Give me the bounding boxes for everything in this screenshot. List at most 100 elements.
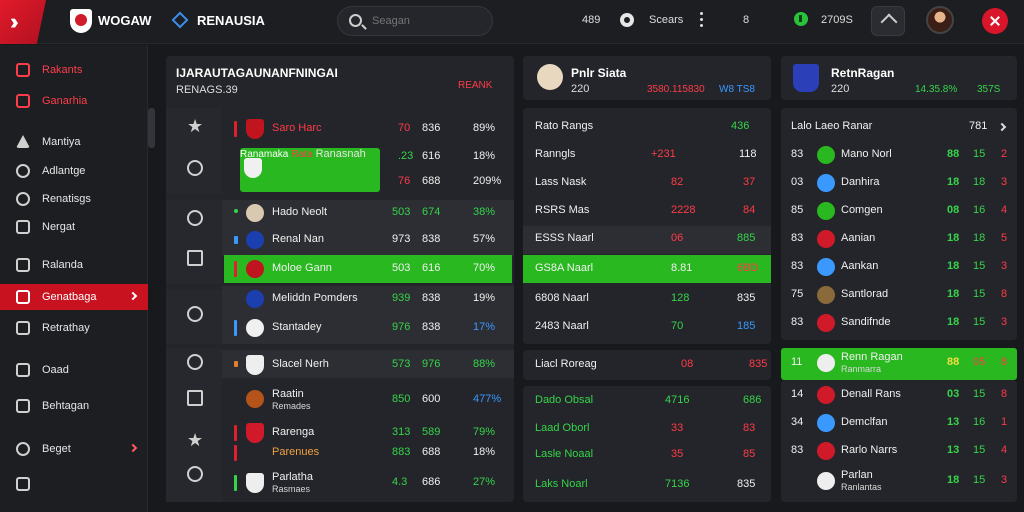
table-row[interactable]: Meliddn Pomders 939 838 19%	[226, 286, 510, 312]
building-icon[interactable]	[187, 250, 203, 266]
table-row[interactable]: Slacel Nerh 573 976 88%	[226, 352, 510, 378]
table-row[interactable]: 83 Aankan 18 15 3	[789, 254, 1011, 280]
table-row[interactable]: 76 688 209%	[226, 169, 510, 195]
table-row[interactable]: Rato Rangs 436	[535, 114, 765, 140]
stat-c: 209%	[473, 175, 502, 187]
stat-b: 835	[737, 292, 756, 304]
stat-a: 88	[947, 148, 960, 160]
table-row[interactable]: ESSS Naarl 06 885	[535, 226, 765, 252]
table-row[interactable]: Renal Nan 973 838 57%	[226, 227, 510, 253]
sidebar-item-beget[interactable]: Beget	[0, 436, 148, 462]
table-row[interactable]: Lass Nask 82 37	[535, 170, 765, 196]
chevron-right-icon[interactable]	[997, 122, 1007, 132]
table-row[interactable]: Raatin Remades 850 600 477%	[226, 387, 510, 413]
team-crest-icon	[817, 230, 835, 248]
table-row[interactable]: Ranngls +231 118	[535, 142, 765, 168]
table-header-row[interactable]: Lalo Laeo Ranar 781	[791, 114, 1013, 140]
bell-icon[interactable]	[187, 354, 203, 370]
row-label: GS8A Naarl	[535, 262, 594, 274]
sidebar-item-ralanda[interactable]: Ralanda	[0, 252, 148, 278]
timer-icon[interactable]	[187, 466, 203, 482]
kebab-menu-icon[interactable]	[700, 12, 704, 30]
table-row[interactable]: Liacl Roreag 08 835	[535, 352, 767, 378]
key-icon[interactable]	[187, 306, 203, 322]
middle-header: Pnlr Siata 220 3580.115830 W8 TS8	[523, 56, 771, 100]
sidebar-item-bottom[interactable]	[0, 471, 148, 497]
menu-chevrons-icon[interactable]: ››	[0, 0, 46, 44]
table-row-selected[interactable]: Moloe Gann 503 616 70%	[226, 256, 510, 282]
stat-c: 8	[1001, 288, 1008, 300]
table-row[interactable]: .23 616 18%	[226, 144, 510, 170]
up-arrow-button[interactable]	[871, 6, 905, 36]
avatar[interactable]	[926, 6, 954, 34]
table-row[interactable]: Hado Neolt 503 674 38%	[226, 200, 510, 226]
table-row[interactable]: Lasle Noaal 35 85	[535, 442, 765, 468]
rank-tag[interactable]: REANK	[458, 80, 493, 91]
sidebar-item-label: Mantiya	[42, 136, 81, 148]
table-row[interactable]: 83 Aanian 18 18 5	[789, 226, 1011, 252]
top-label[interactable]: Scears	[649, 14, 684, 26]
table-row[interactable]: Dado Obsal 4716 686	[535, 388, 765, 414]
nav-title[interactable]: RENAUSIA	[197, 13, 265, 28]
search-input[interactable]	[372, 13, 482, 29]
table-row-selected[interactable]: GS8A Naarl 8.81 6BD	[535, 256, 765, 282]
info-circle-icon[interactable]	[620, 13, 634, 27]
sidebar-scrollbar[interactable]	[148, 108, 155, 148]
star-icon[interactable]	[187, 432, 203, 448]
table-row[interactable]: 85 Comgen 08 16 4	[789, 198, 1011, 224]
stat-a: 13	[947, 444, 960, 456]
top-number: 8	[743, 14, 750, 26]
sidebar-item-mantiya[interactable]: Mantiya	[0, 129, 148, 155]
sidebar-item-label: Beget	[42, 443, 71, 455]
table-row[interactable]: 2483 Naarl 70 185	[535, 314, 765, 340]
table-row[interactable]: Stantadey 976 838 17%	[226, 315, 510, 341]
person-icon[interactable]	[187, 210, 203, 226]
team-name: Ranamaka	[240, 149, 289, 160]
table-row[interactable]: Parlatha Rasmaes 4.3 686 27%	[226, 470, 510, 496]
book-icon[interactable]	[187, 390, 203, 406]
table-row[interactable]: 14 Denall Rans 03 15 8	[789, 382, 1011, 408]
table-row[interactable]: 83 Rarlo Narrs 13 15 4	[789, 438, 1011, 464]
table-row[interactable]: 75 Santlorad 18 15 8	[789, 282, 1011, 308]
sidebar-item-rakants[interactable]: Rakants	[0, 57, 148, 83]
stat-c: 8	[1001, 388, 1008, 400]
sidebar-item-adlantge[interactable]: Adlantge	[0, 158, 148, 184]
table-row[interactable]: Saro Harc 70 836 89%	[226, 116, 510, 142]
highlight-team-card[interactable]: Ranamaka Rata Ranasnah	[240, 148, 380, 192]
team-subname: Rasmaes	[272, 484, 311, 494]
group-icon-column	[166, 108, 222, 194]
table-row-selected[interactable]: 11 Renn Ragan Ranmarra 88 05 8	[789, 350, 1011, 376]
table-row[interactable]: 6808 Naarl 128 835	[535, 286, 765, 312]
table-row[interactable]: Laad Oborl 33 83	[535, 416, 765, 442]
table-row[interactable]: 03 Danhira 18 18 3	[789, 170, 1011, 196]
stat-b: 616	[422, 262, 441, 274]
sidebar-item-retrathay[interactable]: Retrathay	[0, 315, 148, 341]
sidebar-item-behtagan[interactable]: Behtagan	[0, 393, 148, 419]
stat-a: 08	[681, 358, 694, 370]
row-label: Rato Rangs	[535, 120, 594, 132]
table-row[interactable]: Rarenga 313 589 79%	[226, 420, 510, 446]
sidebar-item-nergat[interactable]: Nergat	[0, 214, 148, 240]
table-row[interactable]: Laks Noarl 7136 835	[535, 472, 765, 498]
table-row[interactable]: 83 Mano Norl 88 15 2	[789, 142, 1011, 168]
rank: 14	[791, 388, 804, 400]
main-title: IJARAUTAGAUNANFNINGAI	[176, 66, 338, 80]
table-row[interactable]: 34 Demclfan 13 16 1	[789, 410, 1011, 436]
sidebar-item-renatisgs[interactable]: Renatisgs	[0, 186, 148, 212]
stat-a: 70	[398, 122, 411, 134]
logo-text: WOGAW	[98, 13, 152, 28]
sidebar-item-ganarhia[interactable]: Ganarhia	[0, 88, 148, 114]
stat-a: 883	[392, 446, 411, 458]
table-row[interactable]: Parlan Ranlantas 18 15 3	[789, 468, 1011, 494]
main-standings-panel: IJARAUTAGAUNANFNINGAI RENAGS.39 REANK Sa…	[166, 56, 514, 502]
clock-icon[interactable]	[187, 160, 203, 176]
sidebar-item-genatbaga[interactable]: Genatbaga	[0, 284, 148, 310]
sidebar-item-oaad[interactable]: Oaad	[0, 357, 148, 383]
stat-a: 4716	[665, 394, 690, 406]
close-button[interactable]	[982, 8, 1008, 34]
table-row[interactable]: Parenues 883 688 18%	[226, 440, 510, 466]
search-box[interactable]	[337, 6, 493, 36]
table-row[interactable]: 83 Sandifnde 18 15 3	[789, 310, 1011, 336]
table-row[interactable]: RSRS Mas 2228 84	[535, 198, 765, 224]
crown-icon[interactable]	[187, 118, 203, 134]
